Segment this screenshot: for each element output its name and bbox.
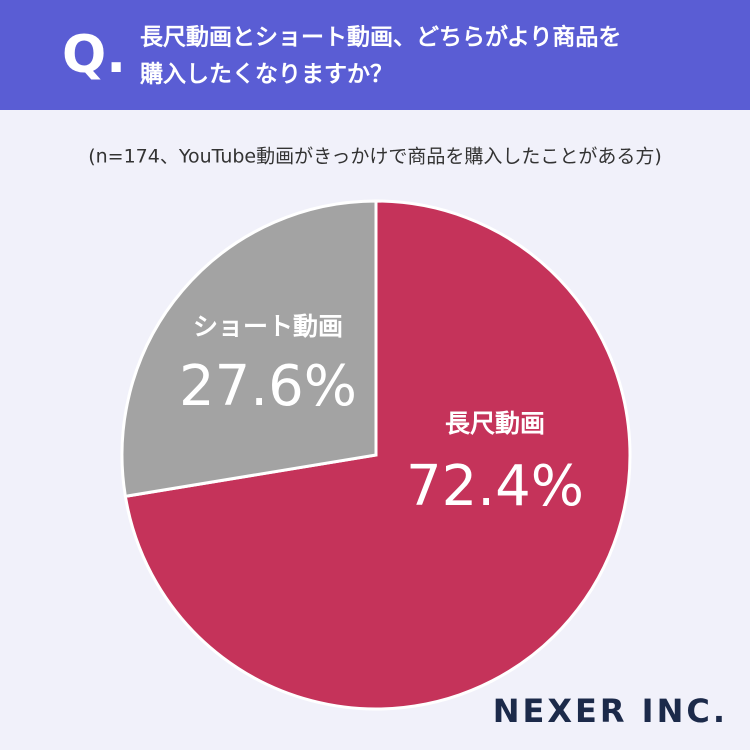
slice-value-label: 72.4% [406,454,584,519]
header-band [0,0,750,110]
pie: 長尺動画 72.4% ショート動画 27.6% [120,199,632,711]
pie-slice [123,199,632,711]
logo: NEXER INC. [493,692,728,730]
slice-label: ショート動画 [193,312,343,341]
question-marker: Q. [62,25,126,85]
pie-slice [120,199,378,499]
slice-label: 長尺動画 [445,409,545,438]
slice-value-label: 27.6% [179,354,357,419]
subtitle: (n=174、YouTube動画がきっかけで商品を購入したことがある方) [88,146,662,168]
title-line: 長尺動画とショート動画、どちらがより商品を [140,24,621,51]
title-line: 購入したくなりますか？ [140,62,393,88]
